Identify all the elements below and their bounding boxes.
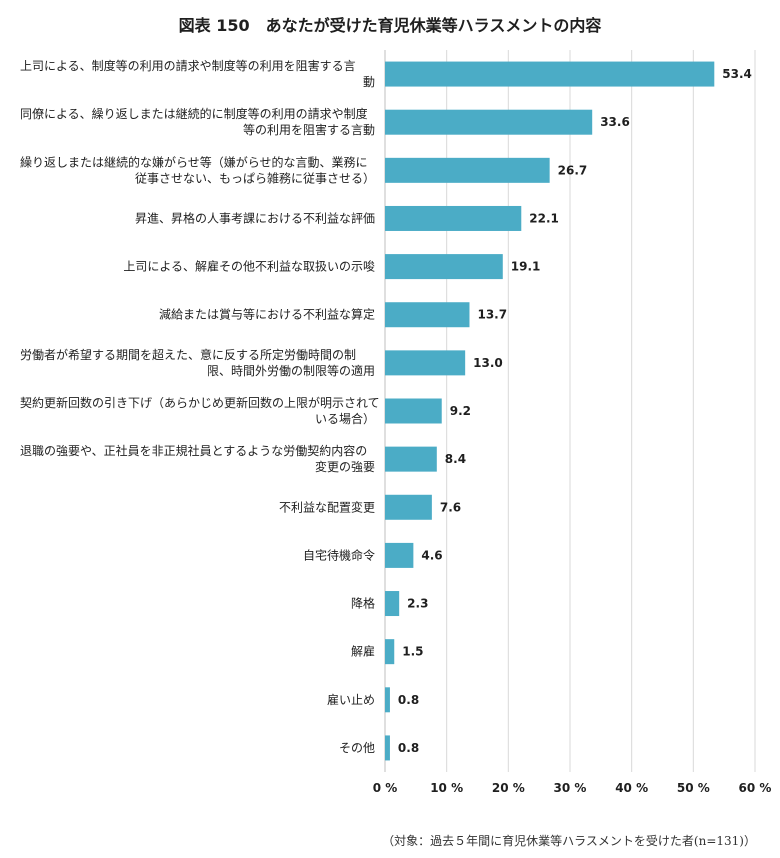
bar (385, 157, 550, 183)
category-label: 同僚による、繰り返しまたは継続的に制度等の利用の請求や制度 (20, 106, 368, 121)
category-label: 等の利用を阻害する言動 (243, 122, 375, 137)
category-label: 不利益な配置変更 (279, 499, 375, 514)
data-label: 0.8 (398, 741, 419, 755)
x-tick-label: 10 % (430, 781, 463, 795)
data-label: 53.4 (722, 67, 752, 81)
bar (385, 109, 593, 135)
bar (385, 542, 414, 568)
bar (385, 254, 503, 280)
footnote: （対象：過去５年間に育児休業等ハラスメントを受けた者(n=131)） (382, 834, 756, 848)
data-label: 8.4 (445, 452, 466, 466)
category-label: 降格 (351, 596, 375, 611)
bar (385, 687, 390, 713)
category-label: 契約更新回数の引き下げ（あらかじめ更新回数の上限が明示されて (20, 395, 380, 410)
x-tick-label: 30 % (554, 781, 587, 795)
bar (385, 302, 470, 328)
data-label: 4.6 (421, 548, 442, 562)
data-label: 22.1 (529, 211, 559, 225)
category-label: 従事させない、もっぱら雑務に従事させる） (135, 170, 375, 185)
bar (385, 205, 522, 231)
category-label: 自宅待機命令 (303, 547, 375, 562)
category-label: 上司による、制度等の利用の請求や制度等の利用を阻害する言 (20, 58, 356, 73)
category-label: 減給または賞与等における不利益な算定 (159, 307, 375, 322)
bar (385, 735, 390, 761)
category-label: 動 (363, 75, 375, 89)
data-label: 13.0 (473, 356, 503, 370)
category-label: 雇い止め (327, 692, 375, 707)
x-tick-label: 60 % (739, 781, 772, 795)
category-label: 昇進、昇格の人事考課における不利益な評価 (135, 210, 375, 225)
x-tick-label: 40 % (615, 781, 648, 795)
bar (385, 350, 466, 376)
category-label: 繰り返しまたは継続的な嫌がらせ等（嫌がらせ的な言動、業務に (20, 154, 368, 169)
data-label: 9.2 (450, 404, 471, 418)
category-label: 変更の強要 (315, 459, 375, 474)
data-label: 13.7 (477, 308, 507, 322)
category-label: いる場合） (315, 411, 375, 426)
bar (385, 61, 715, 87)
data-label: 19.1 (511, 260, 541, 274)
category-label: 限、時間外労働の制限等の適用 (207, 363, 375, 378)
category-label: 上司による、解雇その他不利益な取扱いの示唆 (123, 259, 375, 274)
data-label: 7.6 (440, 500, 461, 514)
category-label: 労働者が希望する期間を超えた、意に反する所定労働時間の制 (20, 347, 356, 362)
bar (385, 446, 437, 472)
data-label: 26.7 (558, 163, 588, 177)
bar (385, 639, 395, 665)
bar (385, 398, 442, 424)
data-label: 0.8 (398, 693, 419, 707)
x-tick-label: 20 % (492, 781, 525, 795)
chart-title: 図表 150 あなたが受けた育児休業等ハラスメントの内容 (178, 16, 602, 35)
x-tick-label: 0 % (373, 781, 398, 795)
bar (385, 591, 400, 617)
data-label: 1.5 (402, 645, 423, 659)
bar (385, 494, 432, 520)
x-tick-label: 50 % (677, 781, 710, 795)
category-label: 解雇 (351, 644, 375, 659)
data-label: 2.3 (407, 597, 428, 611)
category-label: 退職の強要や、正社員を非正規社員とするような労働契約内容の (20, 443, 367, 458)
data-label: 33.6 (600, 115, 630, 129)
category-label: その他 (339, 741, 375, 755)
